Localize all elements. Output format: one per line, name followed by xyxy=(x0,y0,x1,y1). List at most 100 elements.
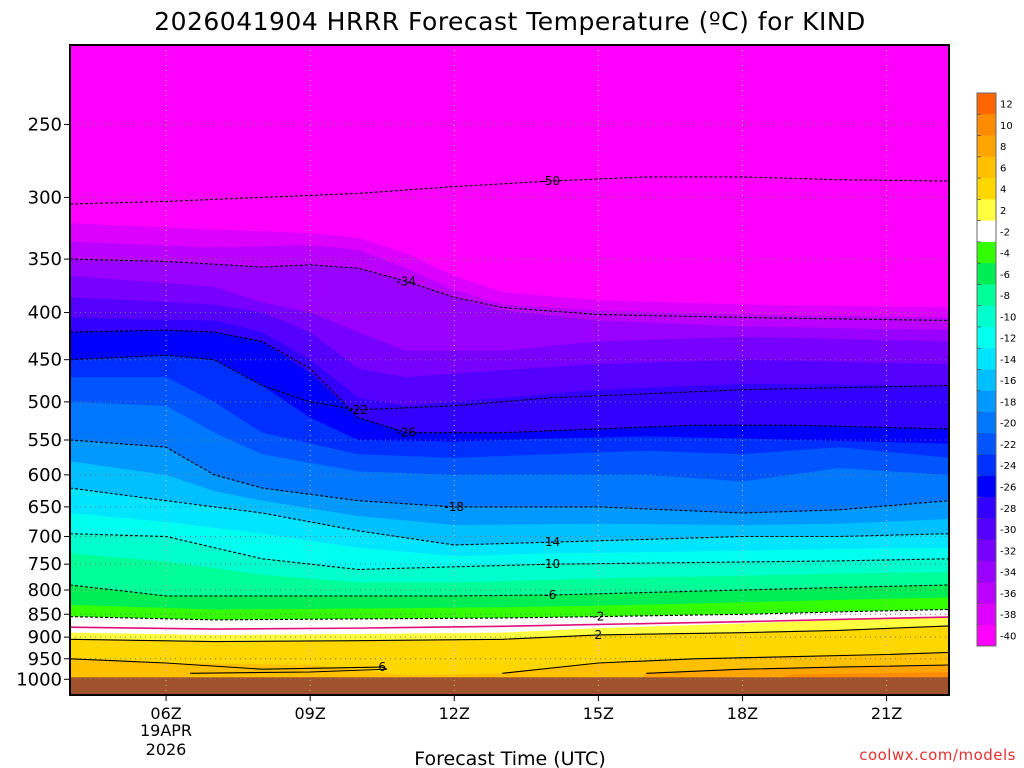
colorbar-swatch xyxy=(977,156,996,179)
grid-lines xyxy=(70,45,949,695)
contour-line xyxy=(70,584,949,597)
contour-line xyxy=(70,608,949,621)
colorbar-label: -32 xyxy=(1000,546,1016,557)
contour-line xyxy=(70,625,949,643)
y-tick-label: 600 xyxy=(28,465,62,486)
contour-label: -26 xyxy=(396,426,416,440)
date-label-year: 2026 xyxy=(146,740,187,759)
contour-label: -50 xyxy=(541,174,561,188)
temperature-field xyxy=(70,45,949,695)
plot-area: -50-34-22-26-18-14-10-6-226 xyxy=(69,44,950,696)
plot-frame xyxy=(69,44,950,696)
colorbar-label: 8 xyxy=(1000,142,1006,153)
colorbar-swatch xyxy=(977,305,996,328)
y-tick-label: 650 xyxy=(28,497,62,518)
colorbar-swatch xyxy=(977,199,996,221)
x-tick-label: 12Z xyxy=(439,704,470,723)
colorbar-swatch xyxy=(977,220,996,243)
colorbar-label: -12 xyxy=(1000,334,1016,345)
contour-line xyxy=(70,258,949,322)
x-tick-label: 21Z xyxy=(871,704,902,723)
contour-label: 6 xyxy=(378,660,386,674)
colorbar-swatch xyxy=(977,369,996,392)
colorbar-swatch xyxy=(977,624,996,647)
colorbar-label: 4 xyxy=(1000,185,1006,196)
colorbar-label: -6 xyxy=(1000,270,1010,281)
credit-text: coolwx.com/models xyxy=(859,746,1016,764)
contour-line xyxy=(70,658,388,674)
colorbar-label: -40 xyxy=(1000,631,1016,642)
colorbar-swatch xyxy=(977,263,996,285)
contour-line xyxy=(70,176,949,205)
colorbar-swatch xyxy=(977,518,996,540)
colorbar-swatch xyxy=(977,497,996,519)
y-tick-label: 900 xyxy=(28,627,62,648)
y-tick-label: 950 xyxy=(28,649,62,670)
x-tick-label: 06Z xyxy=(150,704,181,723)
colorbar-label: -16 xyxy=(1000,376,1016,387)
contour-line xyxy=(70,487,949,546)
colorbar-swatch xyxy=(977,433,996,455)
colorbar-swatch xyxy=(977,241,996,264)
colorbar-swatch xyxy=(977,539,996,562)
colorbar-swatch xyxy=(977,454,996,477)
colorbar-label: 2 xyxy=(1000,206,1006,217)
colorbar-label: -20 xyxy=(1000,419,1016,430)
chart-title: 2026041904 HRRR Forecast Temperature (ºC… xyxy=(154,7,866,36)
colorbar-swatch xyxy=(977,178,996,200)
contour-label: -18 xyxy=(444,500,464,514)
y-tick-label: 700 xyxy=(28,527,62,548)
pressure-axis: 2503003504004505005506006507007508008509… xyxy=(16,114,70,690)
contour-label: -34 xyxy=(396,274,416,288)
colorbar-swatch xyxy=(977,560,996,583)
contour-label: -2 xyxy=(592,610,604,624)
y-tick-label: 350 xyxy=(28,249,62,270)
colorbar-swatch xyxy=(977,284,996,306)
contour-label: -10 xyxy=(541,557,561,571)
colorbar: 12 10 8 6 4 2 -2 -4 -6 -8 -10 -12 -14 -16 -18 -20 -22 -24… xyxy=(976,92,1016,647)
colorbar-swatch xyxy=(977,114,996,136)
colorbar-label: 10 xyxy=(1000,121,1013,132)
y-tick-label: 800 xyxy=(28,580,62,601)
colorbar-label: -38 xyxy=(1000,610,1016,621)
y-tick-label: 250 xyxy=(28,114,62,135)
colorbar-label: -24 xyxy=(1000,461,1016,472)
colorbar-swatch xyxy=(977,326,996,349)
colorbar-swatch xyxy=(977,412,996,434)
colorbar-label: 6 xyxy=(1000,163,1006,174)
contour-line xyxy=(70,329,949,434)
colorbar-swatch xyxy=(977,348,996,370)
colorbar-label: -2 xyxy=(1000,227,1010,238)
colorbar-swatch xyxy=(977,135,996,158)
colorbar-label: -30 xyxy=(1000,525,1016,536)
x-tick-label: 18Z xyxy=(727,704,758,723)
contour-line xyxy=(502,651,949,674)
colorbar-label: -26 xyxy=(1000,482,1016,493)
y-tick-label: 550 xyxy=(28,430,62,451)
colorbar-label: -34 xyxy=(1000,568,1016,579)
colorbar-swatch xyxy=(977,582,996,604)
ground-area xyxy=(70,677,949,695)
isotherm-contours: -50-34-22-26-18-14-10-6-226 xyxy=(70,174,949,674)
y-tick-label: 450 xyxy=(28,350,62,371)
y-tick-label: 1000 xyxy=(16,669,62,690)
contour-line xyxy=(646,664,949,674)
y-tick-label: 400 xyxy=(28,303,62,324)
colorbar-swatch xyxy=(977,475,996,498)
colorbar-label: -14 xyxy=(1000,355,1016,366)
colorbar-label: 12 xyxy=(1000,100,1013,111)
contour-label: -14 xyxy=(541,535,561,549)
y-tick-label: 750 xyxy=(28,554,62,575)
contour-label: -6 xyxy=(544,588,556,602)
colorbar-label: -18 xyxy=(1000,397,1016,408)
colorbar-swatch xyxy=(977,390,996,413)
contour-label: 2 xyxy=(595,628,603,642)
y-tick-label: 850 xyxy=(28,604,62,625)
contour-line xyxy=(70,533,949,571)
y-tick-label: 500 xyxy=(28,392,62,413)
freezing-line xyxy=(70,616,949,630)
colorbar-swatch xyxy=(977,603,996,626)
time-axis: 06Z 09Z 12Z 15Z 18Z 21Z xyxy=(150,695,902,723)
colorbar-label: -28 xyxy=(1000,504,1016,515)
